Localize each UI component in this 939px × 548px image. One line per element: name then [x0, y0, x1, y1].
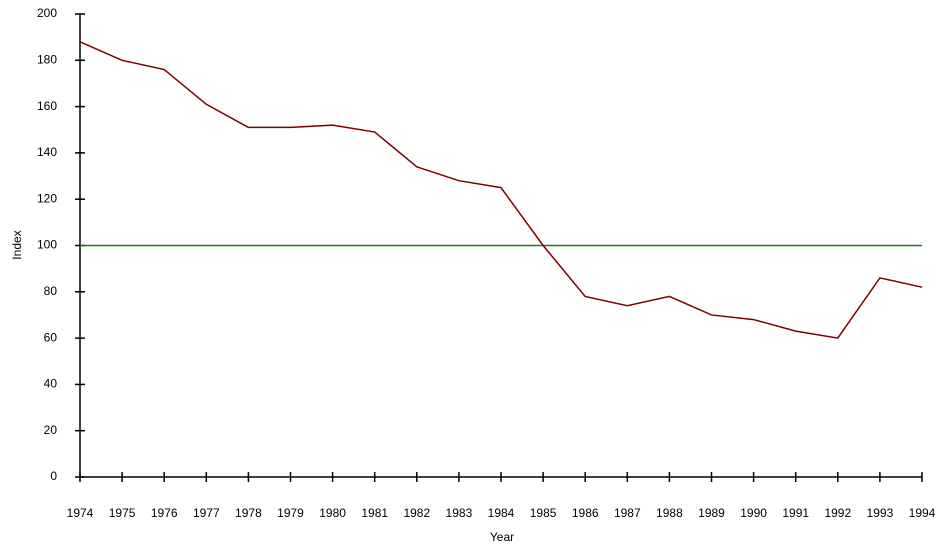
data-line: [79, 41, 923, 339]
x-tick-label: 1986: [572, 506, 599, 520]
y-tick-label: 180: [37, 52, 57, 66]
x-tick-label: 1978: [235, 506, 262, 520]
x-tick-label: 1981: [361, 506, 388, 520]
y-axis-title: Index: [10, 230, 24, 259]
x-tick-label: 1979: [277, 506, 304, 520]
y-tick-label: 140: [37, 145, 57, 159]
y-tick-label: 200: [37, 6, 57, 20]
y-tick-label: 80: [44, 284, 58, 298]
x-tick-label: 1976: [151, 506, 178, 520]
y-tick-label: 20: [44, 423, 58, 437]
x-tick-label: 1988: [656, 506, 683, 520]
x-tick-label: 1985: [530, 506, 557, 520]
x-tick-label: 1993: [867, 506, 894, 520]
y-tick-label: 40: [44, 377, 58, 391]
x-tick-label: 1977: [193, 506, 220, 520]
x-tick-label: 1992: [824, 506, 851, 520]
x-tick-label: 1989: [698, 506, 725, 520]
y-tick-label: 0: [50, 469, 57, 483]
x-tick-label: 1991: [782, 506, 809, 520]
y-tick-label: 60: [44, 330, 58, 344]
x-tick-label: 1984: [488, 506, 515, 520]
y-tick-label: 100: [37, 238, 57, 252]
x-tick-label: 1974: [67, 506, 94, 520]
x-tick-label: 1975: [109, 506, 136, 520]
x-axis-title: Year: [490, 530, 514, 544]
x-tick-label: 1982: [403, 506, 430, 520]
x-tick-label: 1990: [740, 506, 767, 520]
x-tick-label: 1994: [909, 506, 936, 520]
x-tick-label: 1983: [446, 506, 473, 520]
y-tick-label: 160: [37, 99, 57, 113]
x-tick-label: 1987: [614, 506, 641, 520]
x-tick-label: 1980: [319, 506, 346, 520]
y-tick-label: 120: [37, 191, 57, 205]
